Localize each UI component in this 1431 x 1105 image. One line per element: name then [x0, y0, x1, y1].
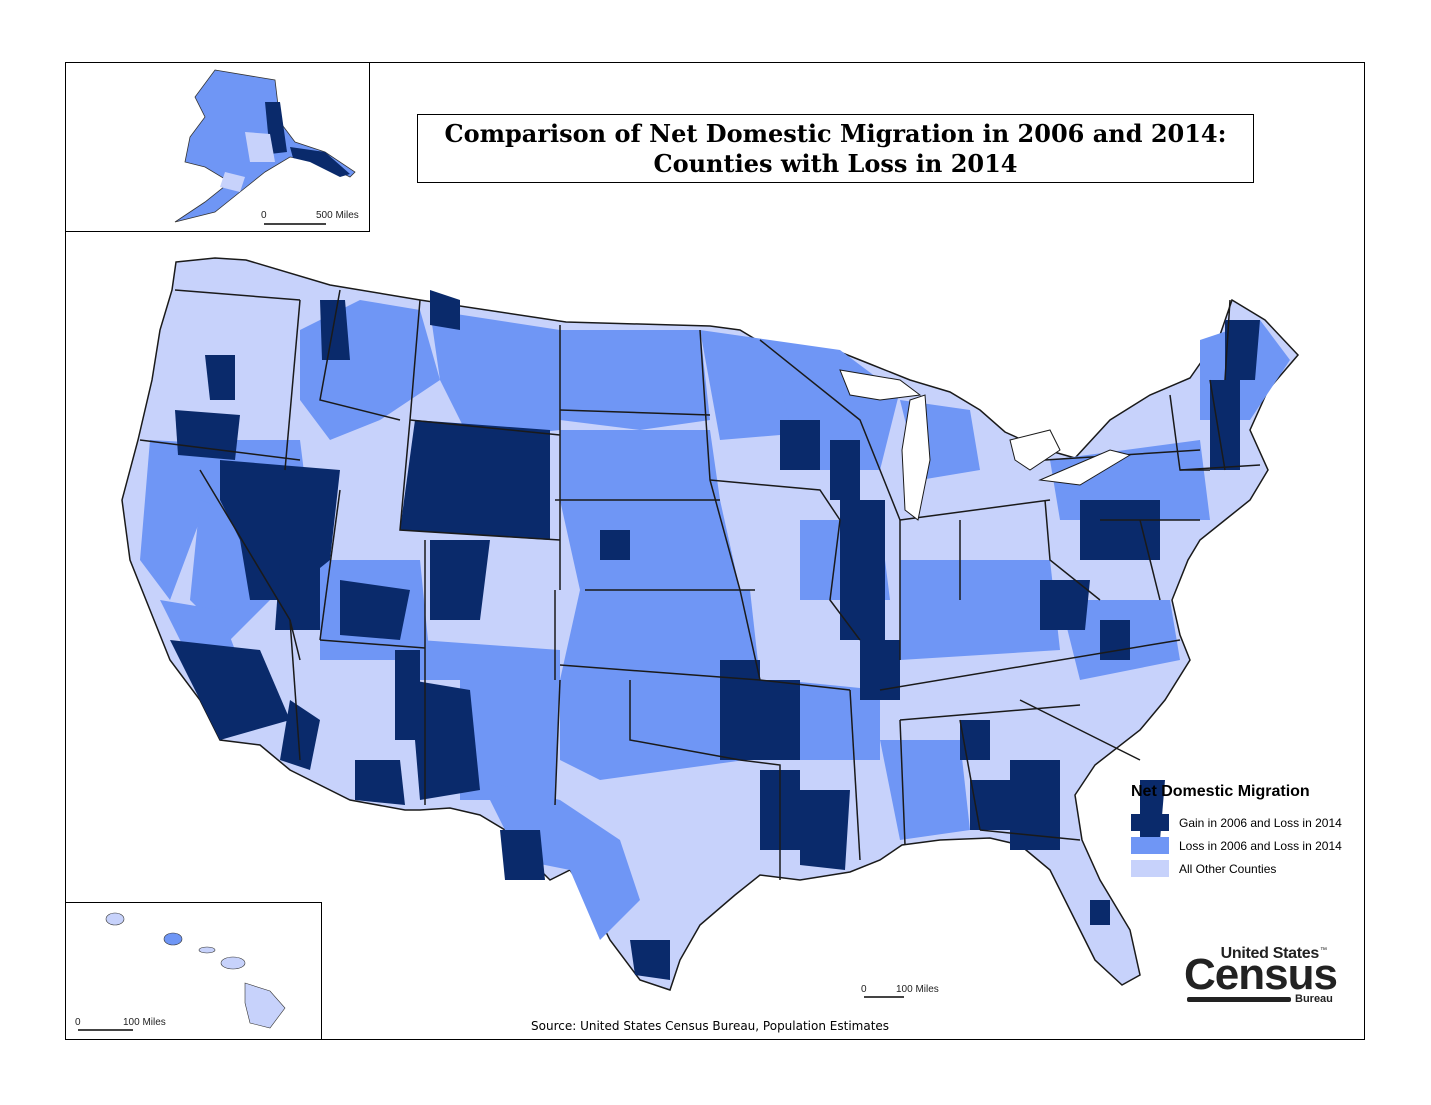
hawaii-scale-zero: 0 [75, 1017, 81, 1028]
map-title: Comparison of Net Domestic Migration in … [417, 114, 1254, 183]
alaska-inset: 0 500 Miles [65, 62, 370, 232]
legend-label: Gain in 2006 and Loss in 2014 [1179, 815, 1342, 830]
hawaii-inset: 0 100 Miles [65, 902, 322, 1040]
legend-item: Gain in 2006 and Loss in 2014 [1131, 811, 1361, 834]
alaska-map [174, 69, 356, 223]
legend-title: Net Domestic Migration [1131, 783, 1310, 800]
census-bureau-logo: United States ™ Census Bureau [1183, 945, 1343, 1007]
legend: Net Domestic Migration Gain in 2006 and … [1131, 783, 1361, 880]
conus-scale-zero: 0 [861, 984, 867, 995]
legend-swatch-other [1131, 860, 1169, 877]
legend-label: Loss in 2006 and Loss in 2014 [1179, 838, 1342, 853]
title-line-1: Comparison of Net Domestic Migration in … [444, 118, 1227, 148]
alaska-scale-bar: 0 500 Miles [261, 210, 359, 225]
hawaii-scale-bar: 0 100 Miles [75, 1017, 166, 1031]
logo-top-text: United States [1220, 945, 1320, 962]
logo-underline [1187, 997, 1291, 1002]
logo-main-text: Census [1184, 950, 1338, 999]
conus-scale-distance: 100 Miles [896, 984, 939, 995]
hawaii-scale-distance: 100 Miles [123, 1017, 166, 1028]
logo-trademark: ™ [1320, 947, 1327, 954]
alaska-scale-distance: 500 Miles [316, 210, 359, 221]
legend-swatch-loss-loss [1131, 837, 1169, 854]
hawaii-map [105, 912, 286, 1029]
legend-item: Loss in 2006 and Loss in 2014 [1131, 834, 1361, 857]
state-borders [139, 289, 1261, 880]
conus-scale-bar: 0 100 Miles [861, 984, 939, 998]
legend-label: All Other Counties [1179, 861, 1277, 876]
gain-loss-counties [170, 290, 1260, 980]
logo-bottom-text: Bureau [1295, 993, 1333, 1005]
legend-swatch-gain-loss [1131, 814, 1169, 831]
map-frame [65, 62, 1365, 1040]
great-lakes [839, 369, 1132, 521]
source-note: Source: United States Census Bureau, Pop… [531, 1019, 890, 1033]
legend-item: All Other Counties [1131, 857, 1361, 880]
loss-loss-counties [140, 300, 1290, 940]
title-line-2: Counties with Loss in 2014 [653, 148, 1018, 178]
alaska-scale-zero: 0 [261, 210, 267, 221]
